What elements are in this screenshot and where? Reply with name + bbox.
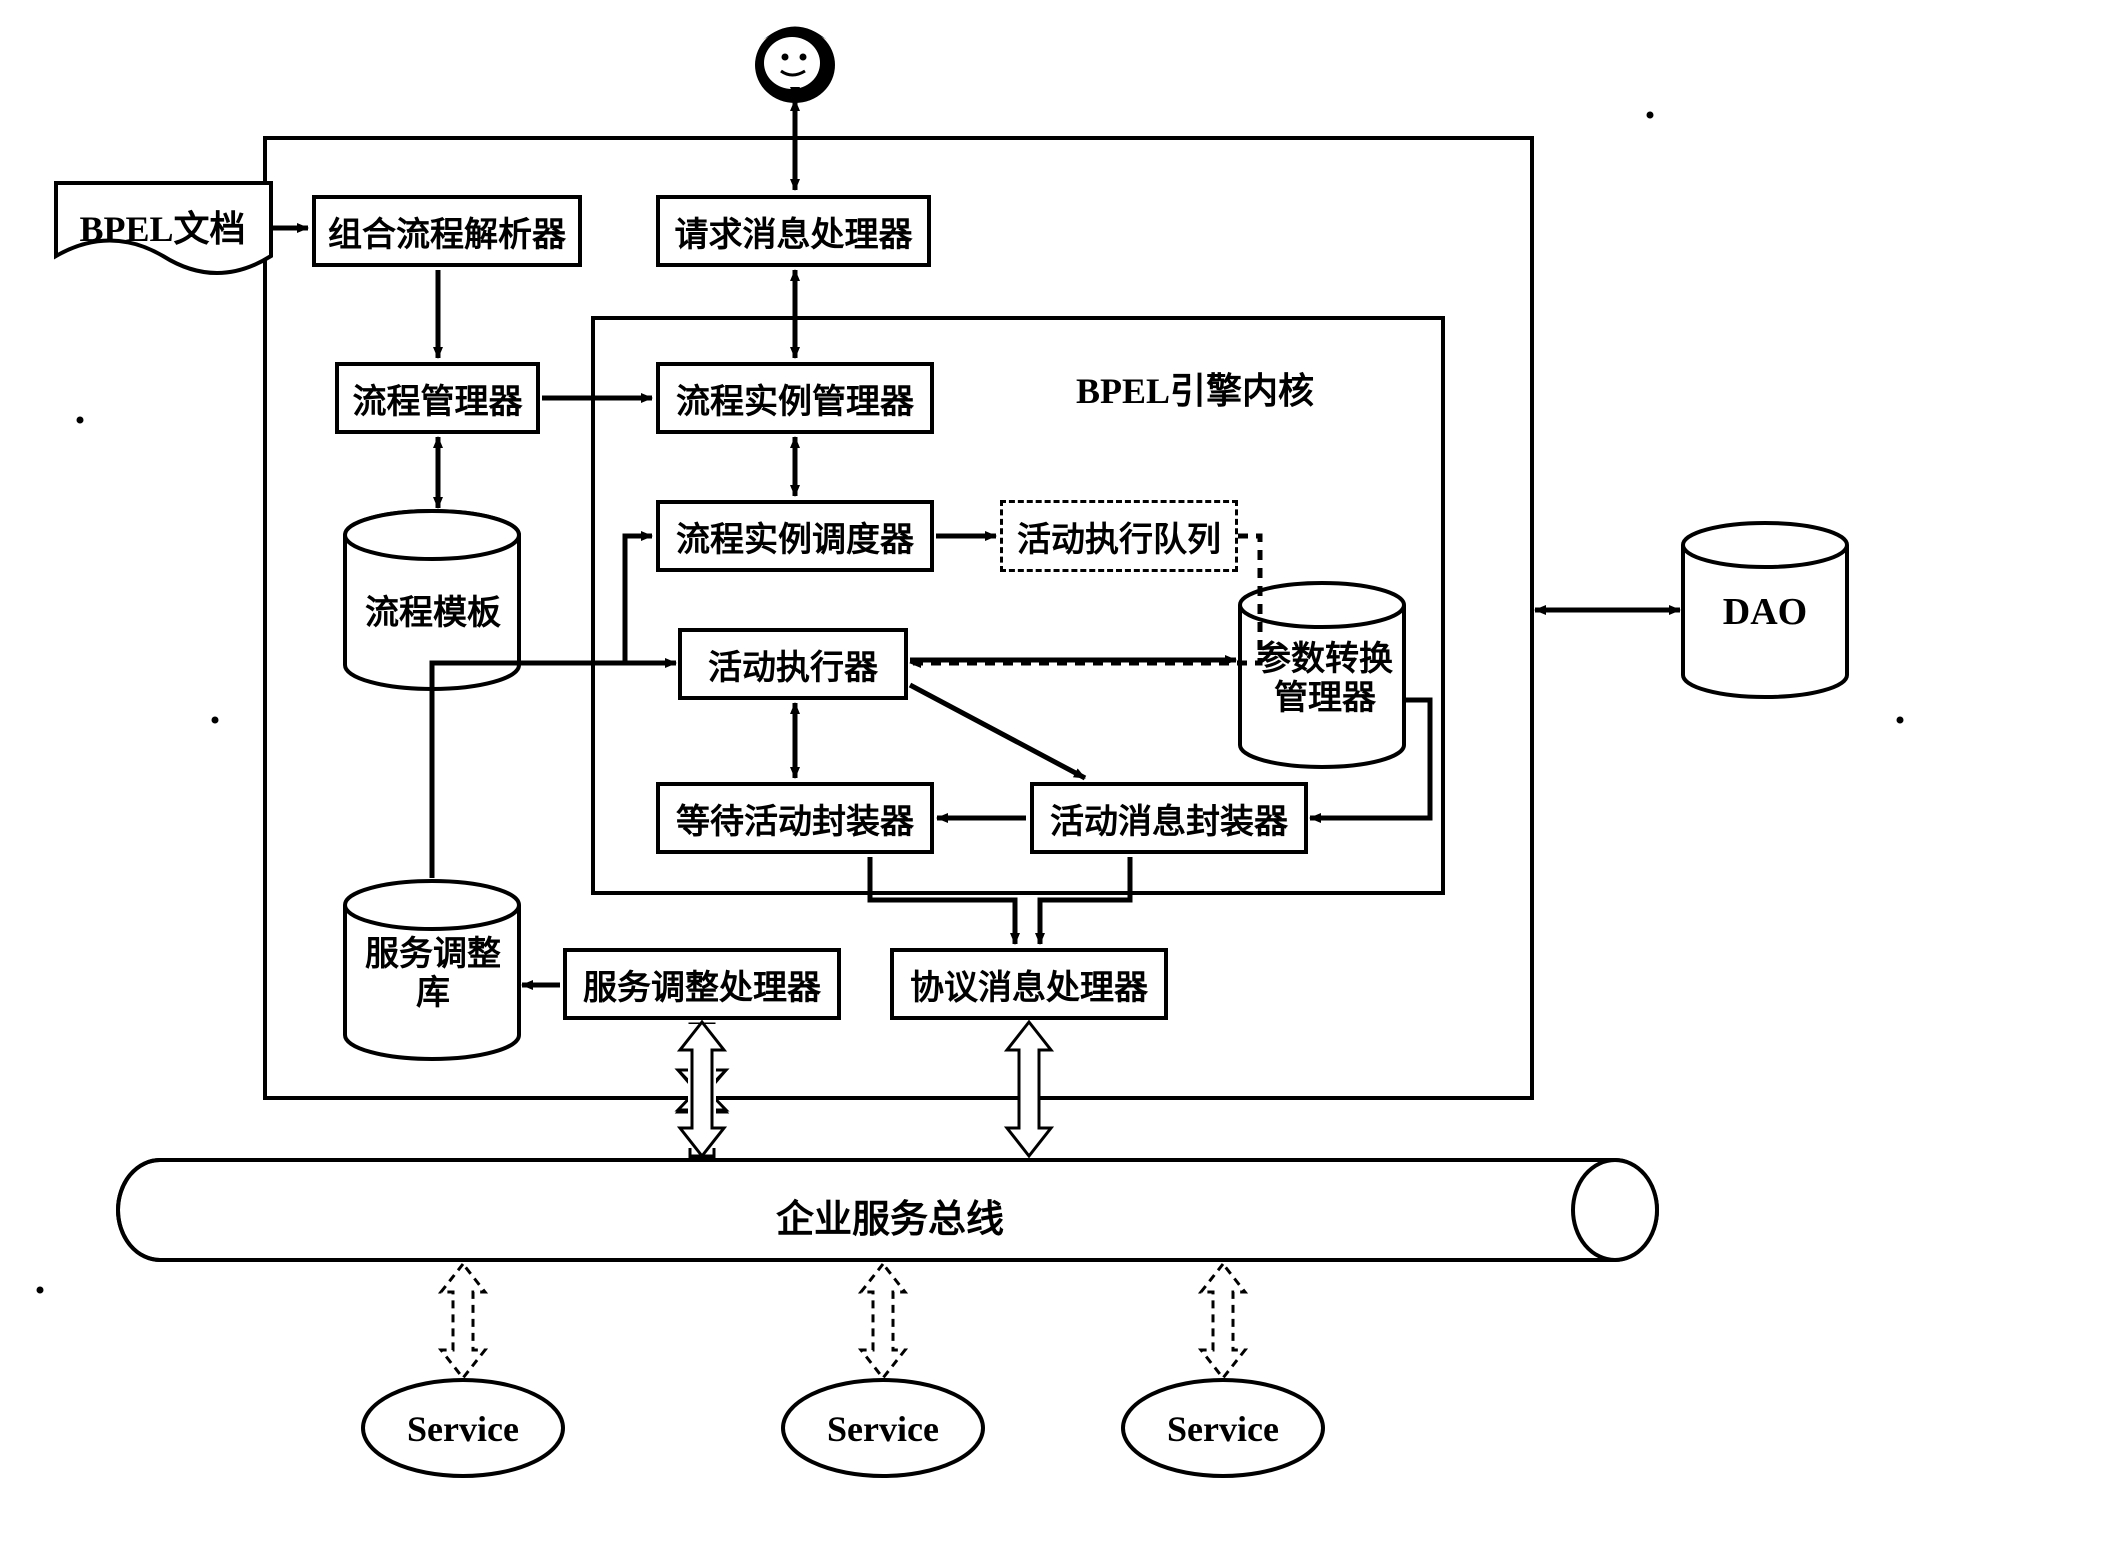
node-wait-wrapper: 等待活动封装器 bbox=[656, 782, 934, 854]
node-process-manager: 流程管理器 bbox=[335, 362, 540, 434]
label-bpel-doc: BPEL文档 bbox=[70, 200, 255, 252]
node-parser: 组合流程解析器 bbox=[312, 195, 582, 267]
node-activity-msg-wrapper: 活动消息封装器 bbox=[1030, 782, 1308, 854]
diagram-canvas: 组合流程解析器 请求消息处理器 流程管理器 流程实例管理器 流程实例调度器 活动… bbox=[0, 0, 2112, 1565]
label-service-3: Service bbox=[1153, 1408, 1293, 1450]
node-activity-queue: 活动执行队列 bbox=[1000, 500, 1238, 572]
label-service-1: Service bbox=[393, 1408, 533, 1450]
node-activity-executor: 活动执行器 bbox=[678, 628, 908, 700]
label-esb: 企业服务总线 bbox=[120, 1188, 1660, 1243]
label-process-template: 流程模板 bbox=[358, 585, 508, 634]
node-instance-scheduler: 流程实例调度器 bbox=[656, 500, 934, 572]
label-service-adjust-db: 服务调整 库 bbox=[358, 935, 508, 1013]
label-param-converter: 参数转换 管理器 bbox=[1250, 640, 1400, 718]
node-instance-manager: 流程实例管理器 bbox=[656, 362, 934, 434]
node-request-handler: 请求消息处理器 bbox=[656, 195, 931, 267]
node-protocol-msg-handler: 协议消息处理器 bbox=[890, 948, 1168, 1020]
node-service-adjust-handler: 服务调整处理器 bbox=[563, 948, 841, 1020]
label-engine-core: BPEL引擎内核 bbox=[1055, 362, 1335, 414]
label-service-2: Service bbox=[813, 1408, 953, 1450]
label-dao: DAO bbox=[1700, 590, 1830, 634]
